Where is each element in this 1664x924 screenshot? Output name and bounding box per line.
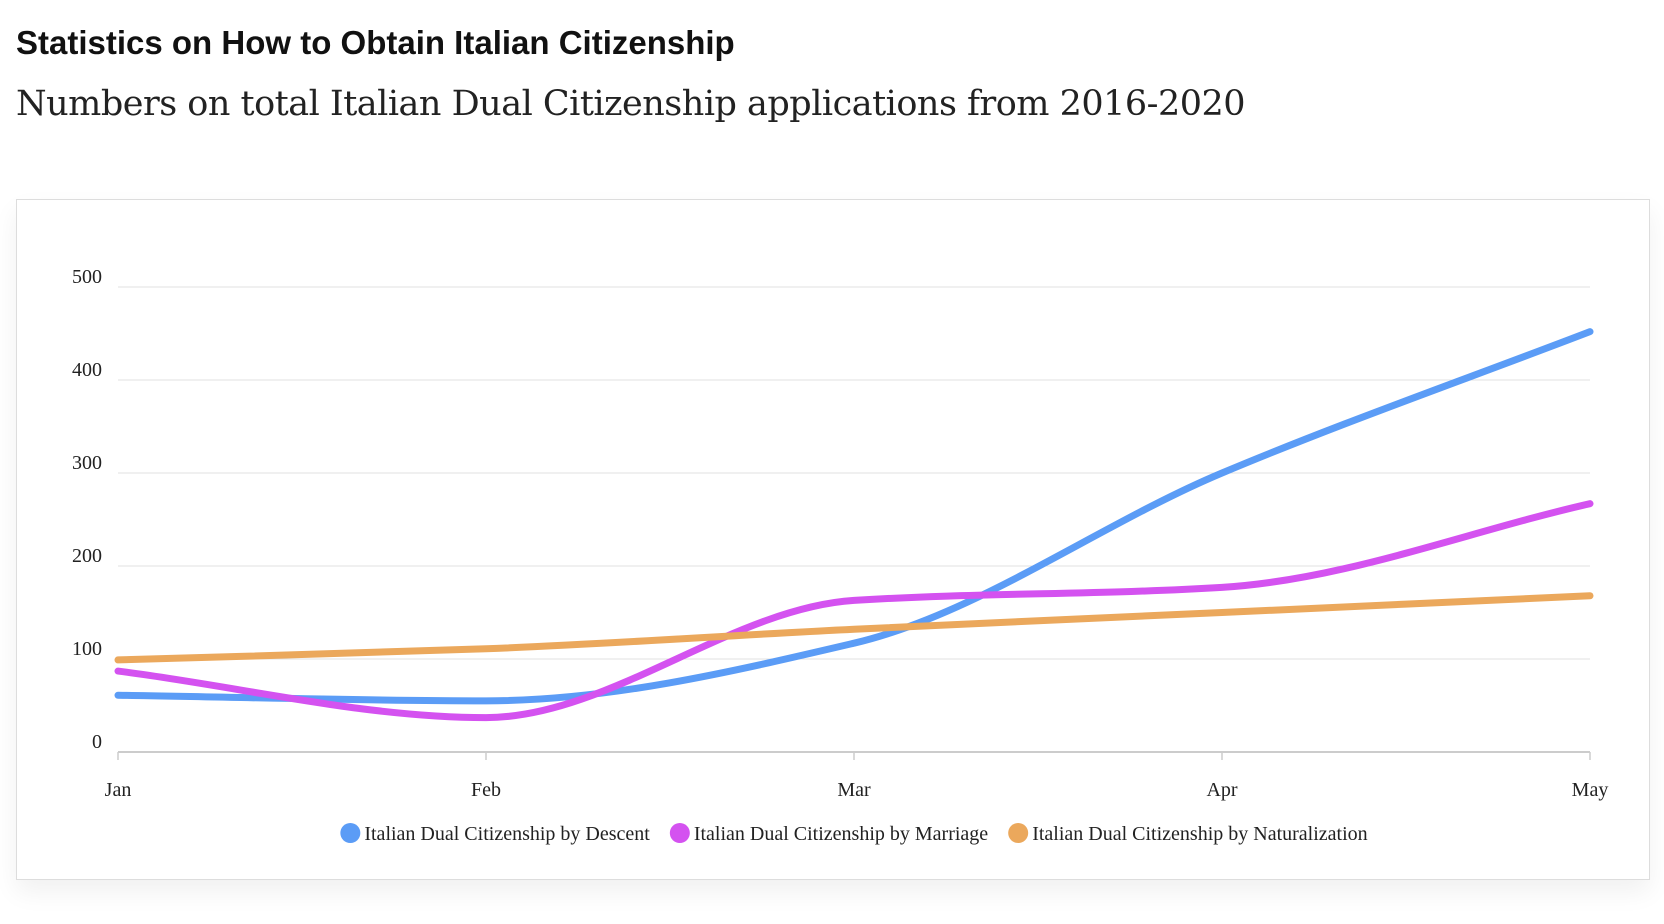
series-line xyxy=(114,328,1594,705)
y-tick-label: 300 xyxy=(72,452,102,474)
legend-label: Italian Dual Citizenship by Naturalizati… xyxy=(1032,823,1367,845)
y-tick-label: 0 xyxy=(92,731,102,753)
y-tick-label: 100 xyxy=(72,638,102,660)
chart-card xyxy=(16,199,1650,880)
legend-marker xyxy=(1008,823,1029,843)
chart-title: Statistics on How to Obtain Italian Citi… xyxy=(16,24,735,61)
legend-marker xyxy=(669,823,690,843)
chart-subtitle: Numbers on total Italian Dual Citizenshi… xyxy=(16,84,1246,124)
x-tick-label: May xyxy=(1572,779,1609,801)
x-tick-label: Mar xyxy=(837,779,871,801)
series-line xyxy=(114,592,1594,664)
x-tick-label: Apr xyxy=(1206,779,1237,801)
series-line xyxy=(114,500,1594,722)
y-tick-label: 400 xyxy=(72,359,102,381)
y-tick-label: 500 xyxy=(72,266,102,288)
x-tick-label: Feb xyxy=(471,779,501,801)
legend-label: Italian Dual Citizenship by Marriage xyxy=(694,823,988,845)
legend-marker xyxy=(340,823,361,843)
x-tick-label: Jan xyxy=(105,779,132,801)
y-tick-label: 200 xyxy=(72,545,102,567)
legend-label: Italian Dual Citizenship by Descent xyxy=(364,823,650,845)
